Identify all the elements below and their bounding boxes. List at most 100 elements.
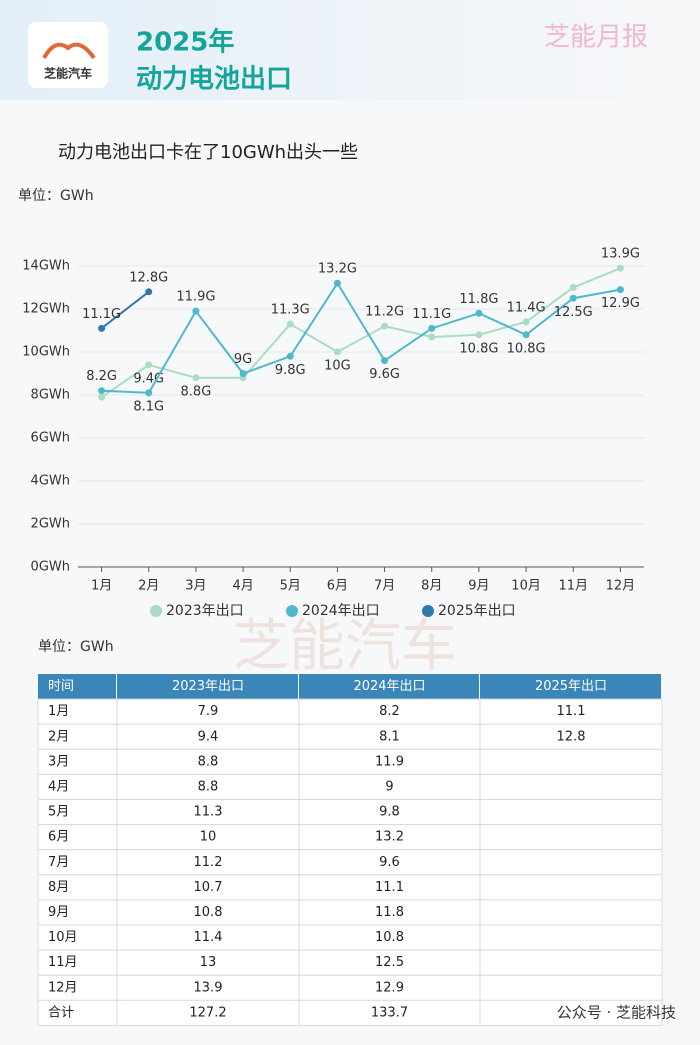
point	[381, 322, 389, 330]
table-cell	[116, 698, 300, 725]
table-cell-text: 9.6	[379, 855, 400, 870]
table-header-cell	[117, 674, 298, 700]
table-cell	[116, 874, 300, 901]
table-cell-text: 1月	[48, 704, 69, 719]
table-cell	[298, 799, 481, 826]
x-tick-label: 11月	[558, 579, 588, 594]
table-cell-text: 8.8	[198, 754, 219, 769]
table-cell	[479, 849, 663, 876]
table-cell	[298, 999, 481, 1026]
point	[428, 333, 436, 341]
data-label: 12.5G	[554, 305, 593, 320]
data-label: 10.8G	[459, 341, 498, 356]
table-cell-text: 10	[200, 830, 217, 845]
table-cell-text: 3月	[48, 754, 69, 769]
table-cell	[298, 974, 481, 1001]
table-cell-text: 11.8	[375, 905, 404, 920]
table-cell	[116, 924, 300, 951]
data-label: 11.8G	[459, 292, 498, 307]
point	[616, 286, 624, 294]
table-cell-text: 13	[200, 955, 217, 970]
point	[145, 389, 153, 397]
legend-marker	[150, 605, 162, 617]
logo-text: 芝能汽车	[44, 66, 92, 81]
table-cell	[298, 924, 481, 951]
point	[333, 279, 341, 287]
legend-label: 2024年出口	[302, 603, 380, 619]
y-tick-label: 2GWh	[31, 517, 70, 532]
table-cell-text: 12.8	[557, 729, 586, 744]
point	[145, 288, 153, 296]
point	[98, 324, 106, 332]
table-cell	[479, 924, 663, 951]
y-tick-label: 14GWh	[22, 259, 70, 274]
table-header: 2025年出口	[535, 679, 607, 694]
data-label: 11.2G	[365, 305, 404, 320]
table-cell	[479, 773, 663, 801]
table-cell	[479, 949, 663, 976]
data-label: 11.1G	[412, 307, 451, 322]
y-tick-label: 4GWh	[31, 474, 70, 489]
point	[192, 374, 200, 382]
table-cell	[479, 799, 663, 826]
table-cell-text: 127.2	[189, 1005, 226, 1020]
table-cell-text: 2月	[48, 729, 69, 744]
table-cell	[298, 698, 481, 725]
table-cell-text: 5月	[48, 805, 69, 820]
table-cell-text: 6月	[48, 830, 69, 845]
data-label: 12.8G	[129, 270, 168, 285]
x-tick-label: 10月	[511, 579, 541, 594]
legend-marker	[422, 605, 434, 617]
table-cell	[479, 899, 663, 926]
table-header: 时间	[48, 679, 74, 694]
table-cell	[116, 849, 300, 876]
point	[522, 318, 530, 326]
x-tick-label: 5月	[280, 579, 301, 594]
table-cell-text: 11月	[48, 955, 78, 970]
table-cell	[116, 824, 300, 851]
data-label: 11.9G	[176, 290, 215, 305]
watermark: 芝能汽车	[233, 614, 457, 679]
data-label: 8.8G	[181, 384, 212, 399]
table-cell-text: 13.9	[194, 980, 223, 995]
table-cell-text: 11.2	[194, 855, 223, 870]
table-cell-text: 10.8	[375, 930, 404, 945]
table-cell-text: 11.9	[375, 754, 404, 769]
y-tick-label: 8GWh	[31, 388, 70, 403]
table-cell-text: 12.5	[375, 955, 404, 970]
table-cell	[37, 698, 118, 725]
table-cell	[479, 974, 663, 1001]
logo-icon	[42, 42, 96, 60]
table-cell-text: 13.2	[375, 830, 404, 845]
logo-box	[28, 22, 108, 88]
table-cell-text: 9月	[48, 905, 69, 920]
y-tick-label: 6GWh	[31, 431, 70, 446]
point	[522, 331, 530, 339]
point	[98, 387, 106, 395]
header-band	[0, 0, 700, 100]
table-cell	[37, 723, 118, 750]
table-cell-text: 12月	[48, 980, 78, 995]
table-cell	[298, 824, 481, 851]
table-cell-text: 4月	[48, 779, 69, 794]
table-header-cell	[38, 674, 116, 700]
table-cell-text: 8月	[48, 880, 69, 895]
table-header: 2024年出口	[353, 679, 425, 694]
table-cell	[37, 748, 118, 775]
x-tick-label: 1月	[91, 579, 112, 594]
table-cell-text: 12.9	[375, 980, 404, 995]
table-cell-text: 11.3	[194, 805, 223, 820]
data-label: 12.9G	[601, 296, 640, 311]
table-cell	[116, 748, 300, 775]
x-tick-label: 8月	[421, 579, 442, 594]
data-label: 9.4G	[133, 371, 164, 386]
data-label: 8.1G	[133, 399, 164, 414]
table-cell-text: 10.7	[194, 880, 223, 895]
table-cell-text: 9.4	[198, 729, 219, 744]
line-series	[101, 281, 621, 394]
data-label: 13.9G	[601, 247, 640, 262]
table-cell-text: 7月	[48, 855, 69, 870]
data-label: 13.2G	[318, 262, 357, 277]
table-cell-text: 9.8	[379, 805, 400, 820]
